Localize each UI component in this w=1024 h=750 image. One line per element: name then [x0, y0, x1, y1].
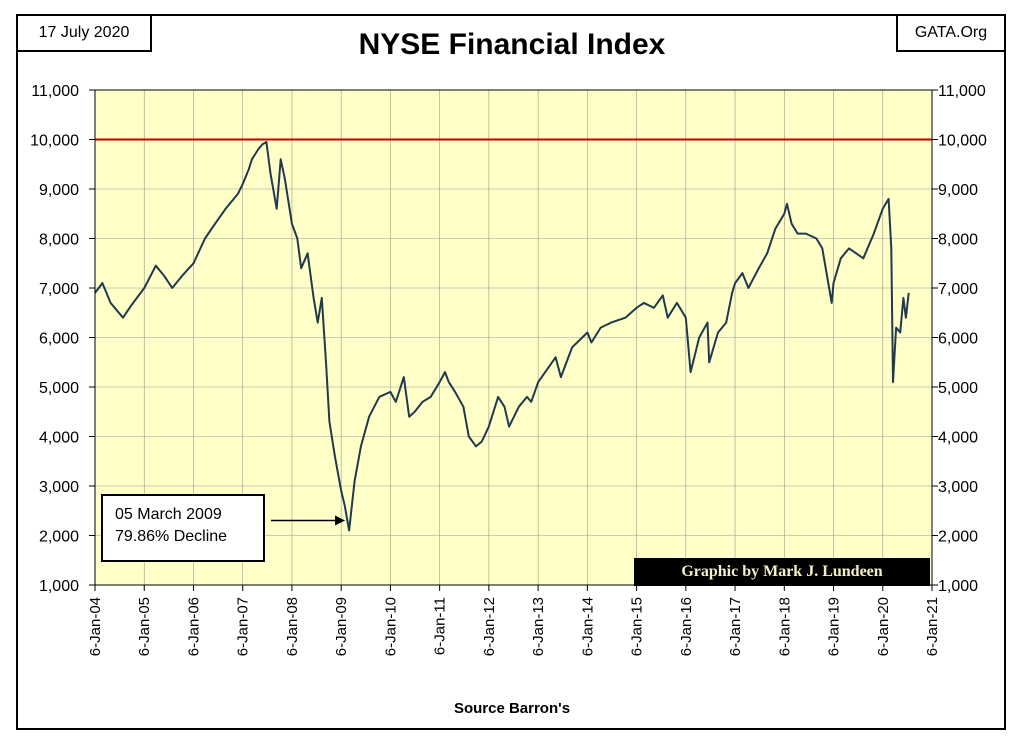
- y-tick-label-left: 11,000: [31, 83, 79, 100]
- x-tick-label: 6-Jan-12: [481, 597, 498, 656]
- x-tick-label: 6-Jan-18: [776, 597, 793, 656]
- annotation-arrow: [271, 515, 346, 526]
- y-tick-label-left: 4,000: [39, 430, 79, 447]
- y-tick-label-right: 2,000: [938, 529, 978, 546]
- x-tick-label: 6-Jan-16: [678, 597, 695, 656]
- x-tick-label: 6-Jan-19: [826, 597, 843, 656]
- chart-title: NYSE Financial Index: [358, 28, 666, 61]
- y-tick-label-right: 3,000: [938, 479, 978, 496]
- x-tick-label: 6-Jan-14: [579, 597, 596, 656]
- y-tick-label-right: 1,000: [938, 578, 978, 595]
- y-tick-label-left: 10,000: [30, 133, 79, 150]
- site-label: GATA.Org: [896, 14, 1006, 52]
- x-axis: 6-Jan-04 6-Jan-05 6-Jan-06 6-Jan-07 6-Jan-08…: [87, 585, 941, 656]
- annotation-box: 05 March 2009 79.86% Decline: [101, 494, 265, 562]
- y-tick-label-right: 10,000: [938, 133, 987, 150]
- x-tick-label: 6-Jan-08: [284, 597, 301, 656]
- series-line: [94, 141, 910, 532]
- x-tick-label: 6-Jan-04: [87, 597, 104, 656]
- y-tick-label-left: 2,000: [39, 529, 79, 546]
- y-axis-right: 1,000 2,000 3,000 4,000 5,000 6,000 7,000 8,000…: [932, 83, 987, 595]
- x-tick-label: 6-Jan-21: [924, 597, 941, 656]
- x-tick-label: 6-Jan-20: [875, 597, 892, 656]
- y-tick-label-left: 3,000: [39, 479, 79, 496]
- annotation-line-1: 05 March 2009: [115, 506, 222, 523]
- y-tick-label-right: 5,000: [938, 380, 978, 397]
- y-tick-label-left: 5,000: [39, 380, 79, 397]
- x-tick-label: 6-Jan-07: [235, 597, 252, 656]
- y-tick-label-left: 6,000: [39, 331, 79, 348]
- x-tick-label: 6-Jan-09: [333, 597, 350, 656]
- y-tick-label-right: 7,000: [938, 281, 978, 298]
- x-tick-label: 6-Jan-15: [629, 597, 646, 656]
- y-tick-label-right: 4,000: [938, 430, 978, 447]
- y-axis-left: 1,000 2,000 3,000 4,000 5,000 6,000 7,000 8,000…: [30, 83, 95, 595]
- y-tick-label-right: 8,000: [938, 232, 978, 249]
- x-tick-label: 6-Jan-13: [530, 597, 547, 656]
- credit-label: Graphic by Mark J. Lundeen: [634, 558, 930, 586]
- x-axis-title: Source Barron's: [453, 700, 571, 717]
- plot-border: [94, 89, 933, 586]
- x-tick-label: 6-Jan-11: [432, 597, 449, 655]
- y-tick-label-left: 1,000: [39, 578, 79, 595]
- annotation-line-2: 79.86% Decline: [115, 528, 228, 545]
- x-tick-label: 6-Jan-17: [727, 597, 744, 656]
- y-tick-label-right: 6,000: [938, 331, 978, 348]
- x-tick-label: 6-Jan-05: [136, 597, 153, 656]
- date-label: 17 July 2020: [16, 14, 152, 52]
- y-tick-label-left: 7,000: [39, 281, 79, 298]
- y-tick-label-left: 9,000: [39, 182, 79, 199]
- y-tick-label-right: 9,000: [938, 182, 978, 199]
- y-tick-label-left: 8,000: [39, 232, 79, 249]
- x-tick-label: 6-Jan-06: [185, 597, 202, 656]
- x-tick-label: 6-Jan-10: [382, 597, 399, 656]
- y-tick-label-right: 11,000: [938, 83, 986, 100]
